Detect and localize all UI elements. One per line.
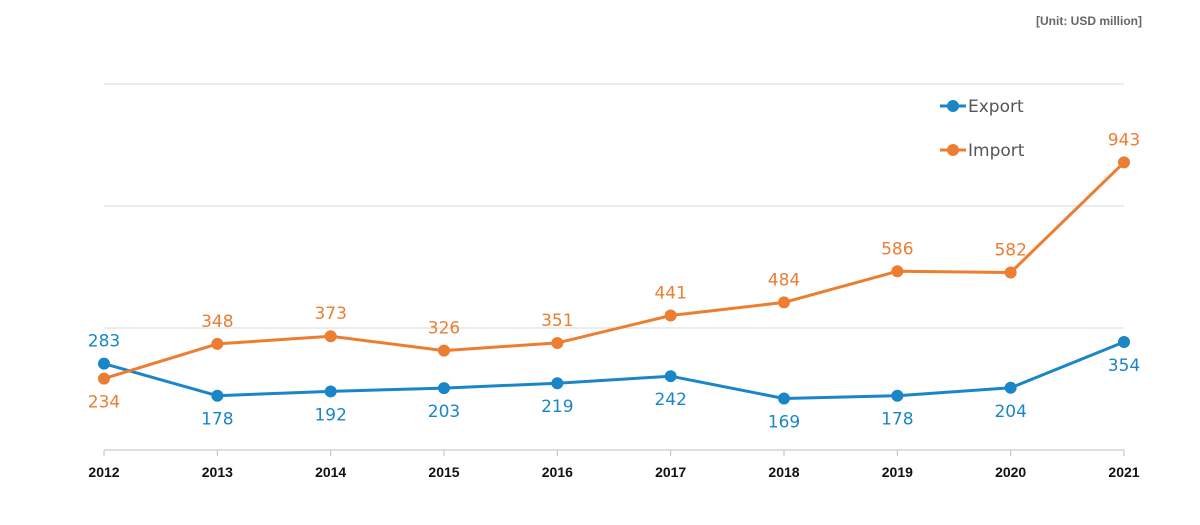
import-data-label: 484 — [768, 270, 800, 290]
import-point — [1004, 266, 1017, 279]
export-point — [664, 370, 677, 383]
export-point — [1118, 336, 1130, 349]
import-point — [778, 296, 790, 309]
import-data-label: 943 — [1108, 130, 1140, 150]
legend-import-marker — [947, 144, 959, 156]
data-labels: 283 178 192 203 219 242 169 178 204 354 234 348 373 3… — [88, 130, 1140, 432]
import-point — [211, 337, 224, 350]
import-data-label: 351 — [541, 311, 573, 331]
legend-import-label: Import — [968, 141, 1025, 161]
x-tick-label: 2016 — [542, 464, 573, 480]
legend-export-marker — [947, 100, 959, 112]
import-data-label: 348 — [201, 312, 233, 332]
export-data-label: 219 — [541, 397, 573, 417]
import-data-label: 234 — [88, 393, 120, 413]
import-point — [664, 309, 677, 322]
x-tick-label: 2021 — [1108, 464, 1139, 480]
export-data-label: 203 — [428, 402, 460, 422]
export-data-label: 192 — [314, 405, 346, 425]
export-data-label: 178 — [201, 410, 233, 430]
export-point — [778, 392, 790, 405]
legend: Export Import — [940, 97, 1025, 161]
gridlines — [104, 83, 1124, 329]
import-data-label: 586 — [881, 239, 913, 259]
export-point — [1004, 381, 1017, 394]
export-data-label: 354 — [1108, 356, 1140, 376]
x-axis: 2012 2013 2014 2015 2016 2017 2018 2019 2020 2021 — [88, 449, 1140, 480]
import-point — [98, 372, 110, 385]
export-point — [551, 377, 564, 390]
data-points — [98, 156, 1130, 405]
import-point — [891, 265, 904, 278]
export-data-label: 178 — [881, 410, 913, 430]
import-point — [1118, 156, 1130, 169]
import-line — [103, 161, 1126, 381]
x-tick-label: 2012 — [88, 464, 119, 480]
x-tick-label: 2020 — [995, 464, 1026, 480]
x-tick-label: 2013 — [202, 464, 233, 480]
export-point — [211, 389, 224, 402]
x-tick-label: 2017 — [655, 464, 686, 480]
export-data-label: 204 — [994, 402, 1026, 422]
legend-export-label: Export — [968, 97, 1024, 117]
export-point — [891, 389, 904, 402]
export-point — [98, 357, 110, 370]
import-point — [324, 330, 337, 343]
x-tick-label: 2019 — [882, 464, 913, 480]
x-tick-label: 2015 — [428, 464, 459, 480]
import-point — [438, 344, 450, 357]
export-data-label: 283 — [88, 332, 120, 352]
export-data-label: 169 — [768, 412, 800, 432]
export-point — [438, 382, 450, 395]
import-point — [551, 336, 564, 349]
series-lines — [103, 161, 1126, 400]
export-data-label: 242 — [654, 390, 686, 410]
x-tick-label: 2018 — [768, 464, 799, 480]
import-data-label: 441 — [654, 283, 686, 303]
export-point — [324, 385, 337, 398]
export-line — [103, 340, 1125, 400]
import-data-label: 326 — [428, 319, 460, 339]
unit-note: [Unit: USD million] — [1036, 14, 1142, 28]
import-data-label: 373 — [314, 304, 346, 324]
import-data-label: 582 — [994, 240, 1026, 260]
x-tick-label: 2014 — [315, 464, 346, 480]
